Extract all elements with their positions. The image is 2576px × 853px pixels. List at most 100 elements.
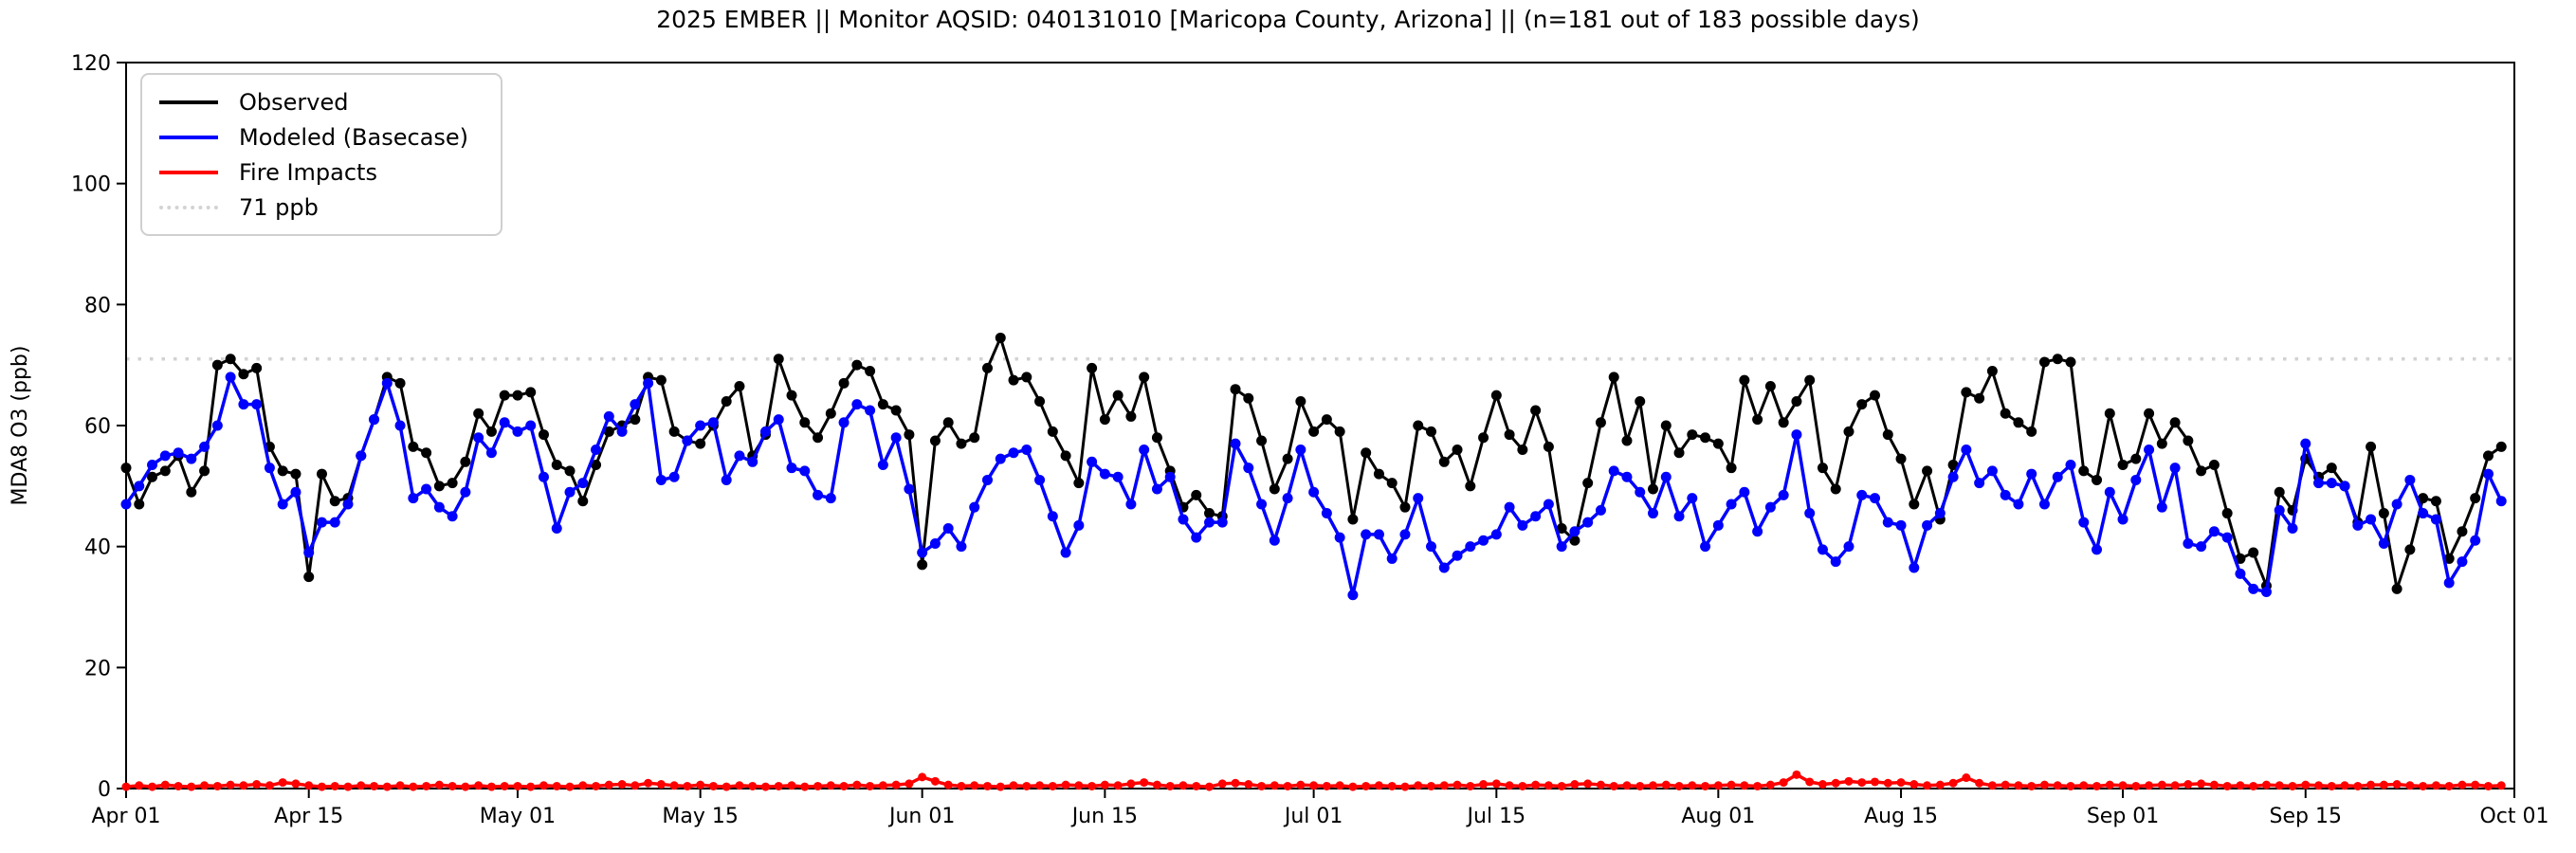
series-point-modeled-basecase (1778, 489, 1789, 500)
series-point-modeled-basecase (1413, 493, 1424, 504)
series-point-fire-impacts (2379, 780, 2388, 789)
series-point-modeled-basecase (1073, 519, 1085, 531)
series-point-observed (551, 459, 562, 470)
series-point-modeled-basecase (603, 410, 614, 422)
series-point-fire-impacts (552, 781, 561, 790)
series-point-modeled-basecase (695, 420, 706, 431)
series-point-modeled-basecase (251, 399, 263, 410)
series-point-fire-impacts (604, 780, 613, 789)
series-point-observed (238, 369, 249, 380)
series-point-fire-impacts (1335, 781, 1344, 790)
series-point-fire-impacts (2275, 781, 2284, 790)
series-point-observed (499, 390, 510, 401)
series-point-modeled-basecase (734, 450, 745, 462)
series-point-fire-impacts (1726, 780, 1736, 789)
series-point-observed (1830, 483, 1841, 495)
series-point-observed (290, 468, 301, 480)
series-point-fire-impacts (2327, 781, 2336, 790)
series-point-modeled-basecase (2065, 459, 2076, 470)
series-point-modeled-basecase (460, 486, 471, 498)
series-point-observed (433, 481, 445, 492)
series-point-modeled-basecase (421, 483, 432, 495)
series-point-observed (1752, 414, 1763, 426)
series-point-observed (2038, 356, 2050, 368)
series-point-fire-impacts (1583, 779, 1593, 789)
series-point-observed (421, 447, 432, 459)
series-point-modeled-basecase (1569, 526, 1580, 537)
series-point-fire-impacts (2249, 781, 2258, 790)
series-point-modeled-basecase (1361, 529, 1372, 540)
series-point-fire-impacts (918, 772, 927, 782)
series-point-observed (2092, 474, 2103, 485)
series-point-observed (1974, 392, 1985, 404)
series-point-modeled-basecase (381, 377, 393, 389)
series-point-observed (1595, 417, 1606, 428)
series-point-modeled-basecase (786, 463, 797, 474)
series-point-fire-impacts (526, 782, 536, 791)
series-point-fire-impacts (1009, 781, 1018, 790)
series-point-modeled-basecase (2117, 514, 2128, 525)
series-point-fire-impacts (2444, 781, 2454, 790)
series-point-observed (981, 362, 993, 373)
legend-swatch-modeled-basecase (159, 135, 218, 139)
series-point-fire-impacts (2014, 781, 2023, 790)
series-point-modeled-basecase (1687, 493, 1698, 504)
series-point-observed (512, 390, 523, 401)
series-point-fire-impacts (434, 780, 444, 789)
series-point-observed (251, 362, 263, 373)
series-point-modeled-basecase (1373, 529, 1384, 540)
series-point-modeled-basecase (1752, 526, 1763, 537)
y-tick-label: 0 (98, 778, 111, 802)
series-point-modeled-basecase (2078, 517, 2090, 528)
series-point-modeled-basecase (2457, 556, 2468, 568)
series-point-observed (2052, 354, 2063, 365)
series-point-fire-impacts (513, 781, 522, 790)
series-point-fire-impacts (2145, 781, 2154, 790)
series-point-modeled-basecase (2443, 577, 2455, 589)
series-point-fire-impacts (343, 782, 353, 791)
series-point-fire-impacts (1596, 780, 1605, 789)
series-point-observed (1621, 435, 1633, 446)
series-point-fire-impacts (1883, 778, 1892, 788)
series-point-modeled-basecase (1465, 541, 1476, 553)
series-point-modeled-basecase (1895, 519, 1907, 531)
series-point-fire-impacts (656, 780, 666, 789)
series-point-fire-impacts (448, 781, 457, 790)
series-point-modeled-basecase (1582, 517, 1594, 528)
series-point-observed (2065, 356, 2076, 368)
x-tick-label: Aug 01 (1681, 805, 1755, 828)
series-point-fire-impacts (1035, 781, 1045, 790)
series-point-fire-impacts (1622, 781, 1632, 790)
series-point-observed (460, 456, 471, 467)
series-point-observed (1125, 410, 1137, 422)
series-point-modeled-basecase (485, 447, 497, 459)
series-point-modeled-basecase (2391, 499, 2402, 510)
series-point-fire-impacts (852, 780, 862, 789)
series-point-fire-impacts (1661, 780, 1671, 789)
series-point-observed (485, 426, 497, 437)
series-point-modeled-basecase (1595, 504, 1606, 516)
series-point-modeled-basecase (577, 478, 589, 489)
series-point-observed (1687, 429, 1698, 441)
series-point-fire-impacts (2314, 781, 2324, 790)
series-point-observed (1282, 453, 1293, 464)
series-point-modeled-basecase (369, 414, 380, 426)
series-point-modeled-basecase (1712, 519, 1724, 531)
series-point-observed (394, 377, 406, 389)
series-point-observed (995, 332, 1006, 343)
series-point-observed (1882, 429, 1893, 441)
y-tick-label: 80 (84, 294, 111, 318)
series-point-observed (2495, 441, 2507, 452)
series-point-modeled-basecase (668, 471, 680, 482)
series-point-observed (655, 374, 667, 386)
series-point-observed (1569, 535, 1580, 546)
series-point-observed (1791, 395, 1802, 407)
series-point-observed (2235, 553, 2246, 564)
series-point-observed (2378, 508, 2389, 519)
series-point-modeled-basecase (2313, 478, 2325, 489)
series-point-modeled-basecase (591, 445, 602, 456)
series-point-modeled-basecase (1648, 508, 1659, 519)
series-point-fire-impacts (826, 781, 835, 790)
series-point-fire-impacts (1100, 780, 1109, 789)
